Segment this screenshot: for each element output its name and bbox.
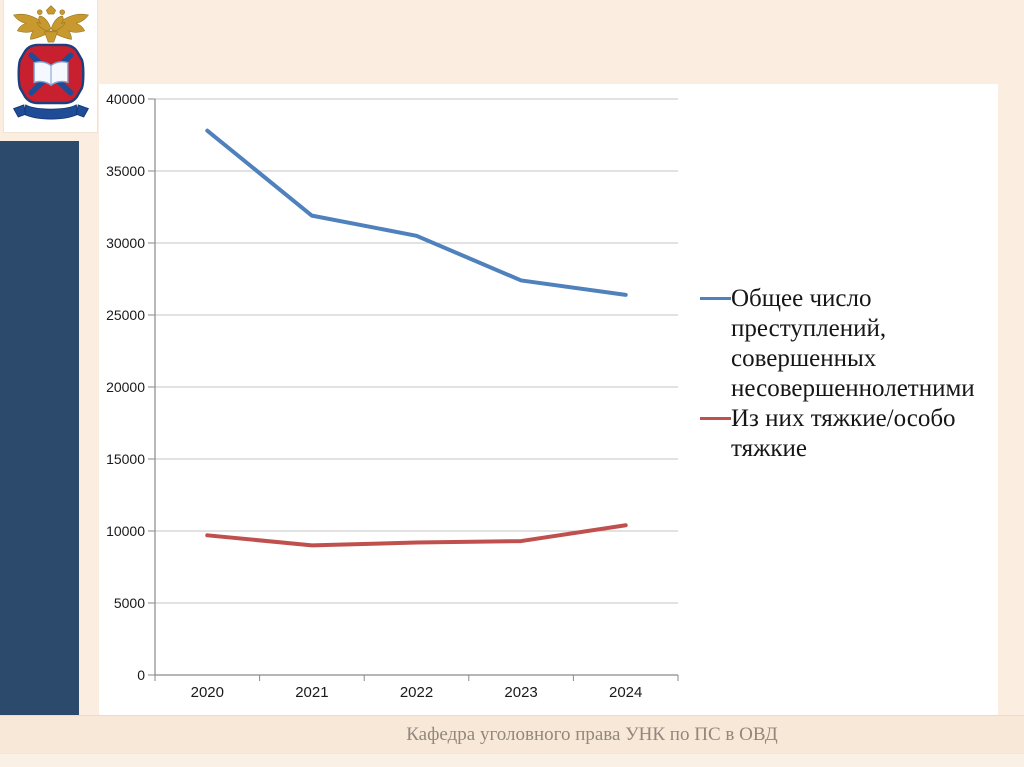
x-tick-label: 2021: [295, 684, 328, 701]
footer-band: Кафедра уголовного права УНК по ПС в ОВД: [0, 715, 1024, 753]
juvenile-crime-line-chart: 0 5000 10000 15000 20000 25000 30000 35000 40000…: [106, 91, 679, 701]
y-tick-label: 5000: [114, 595, 145, 611]
legend-entry-grave: Из них тяжкие/особо тяжкие: [700, 404, 1000, 464]
legend-line-marker-blue: [700, 297, 731, 300]
x-tick-label: 2024: [609, 684, 642, 701]
logo-card: [3, 0, 98, 133]
x-tick-label: 2020: [191, 684, 224, 701]
y-tick-label: 35000: [106, 163, 145, 179]
shield-icon: [16, 43, 85, 105]
mvd-emblem-icon: [12, 5, 89, 120]
x-tick-label: 2023: [504, 684, 537, 701]
chart-legend: Общее число преступлений, совершенных не…: [700, 284, 1000, 464]
sidebar-accent-bar: [0, 141, 79, 767]
legend-label: Общее число преступлений, совершенных не…: [731, 285, 975, 402]
y-tick-label: 25000: [106, 307, 145, 323]
legend-label: Из них тяжкие/особо тяжкие: [731, 405, 956, 462]
y-tick-label: 10000: [106, 523, 145, 539]
x-tick-label: 2022: [400, 684, 433, 701]
legend-line-marker-red: [700, 417, 731, 420]
ribbon-icon: [12, 104, 89, 120]
y-tick-label: 30000: [106, 235, 145, 251]
y-tick-label: 15000: [106, 451, 145, 467]
bottom-strip: [0, 753, 1024, 767]
y-tick-label: 40000: [106, 91, 145, 107]
legend-entry-total: Общее число преступлений, совершенных не…: [700, 284, 1000, 404]
y-tick-label: 20000: [106, 379, 145, 395]
y-tick-label: 0: [137, 667, 145, 683]
eagle-icon: [12, 5, 89, 43]
series-line-0: [205, 128, 628, 297]
chart-card: 0 5000 10000 15000 20000 25000 30000 35000 40000…: [99, 84, 998, 715]
series-line-1: [205, 523, 628, 548]
footer-caption: Кафедра уголовного права УНК по ПС в ОВД: [406, 724, 778, 745]
